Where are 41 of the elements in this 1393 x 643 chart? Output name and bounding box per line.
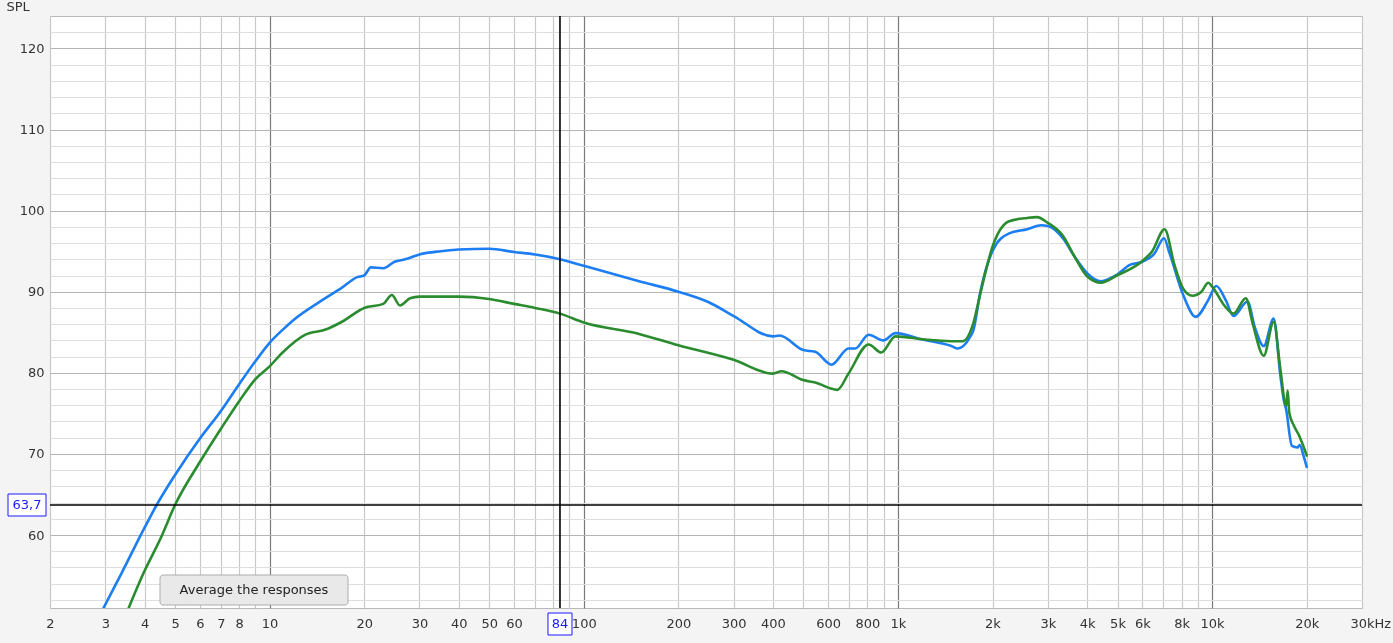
- y-axis-title: SPL: [6, 0, 31, 14]
- x-tick-label: 300: [721, 615, 747, 631]
- x-tick-label: 40: [450, 615, 468, 631]
- y-tick-label: 100: [19, 203, 45, 219]
- y-tick-label: 120: [19, 40, 45, 56]
- x-tick-label: 20k: [1295, 615, 1320, 631]
- y-tick-label: 110: [19, 122, 45, 138]
- x-tick-label: 2: [46, 615, 55, 631]
- x-tick-label: 8k: [1174, 615, 1191, 631]
- x-tick-label: 1k: [890, 615, 907, 631]
- x-axis-title: Hz: [1374, 615, 1392, 631]
- y-tick-label: 80: [27, 365, 45, 381]
- ref-line-label: 63,7: [12, 497, 42, 513]
- x-tick-label: 2k: [985, 615, 1002, 631]
- y-tick-label: 90: [27, 284, 45, 300]
- x-tick-label: 400: [761, 615, 786, 631]
- x-tick-label: 3: [101, 615, 110, 631]
- x-tick-label: 30: [411, 615, 429, 631]
- x-tick-label: 3k: [1040, 615, 1057, 631]
- x-tick-label: 6k: [1135, 615, 1152, 631]
- y-tick-label: 60: [27, 527, 45, 543]
- x-tick-label: 60: [506, 615, 523, 631]
- x-tick-label: 5: [171, 615, 180, 631]
- annotation: Average the responses: [179, 582, 329, 597]
- x-tick-label: 8: [235, 615, 244, 631]
- x-tick-label: 50: [481, 615, 498, 631]
- x-tick-label: 20: [356, 615, 373, 631]
- x-tick-label: 10k: [1200, 615, 1226, 631]
- y-tick-label: 70: [27, 446, 45, 462]
- x-tick-label: 200: [666, 615, 692, 631]
- x-tick-label: 4: [140, 615, 150, 631]
- x-tick-label: 4k: [1079, 615, 1096, 631]
- ref-line-label: 84: [551, 616, 569, 631]
- x-tick-label: 6: [196, 615, 205, 631]
- x-tick-label: 30k: [1350, 615, 1375, 631]
- x-tick-label: 5k: [1110, 615, 1127, 631]
- x-tick-label: 7: [217, 615, 226, 631]
- x-tick-label: 600: [816, 615, 842, 631]
- x-tick-label: 100: [571, 615, 597, 631]
- x-tick-label: 800: [855, 615, 881, 631]
- x-tick-label: 10: [261, 615, 279, 631]
